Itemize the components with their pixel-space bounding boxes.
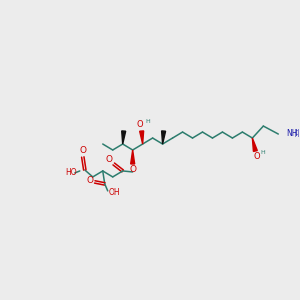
- Text: NH: NH: [286, 128, 298, 137]
- Text: O: O: [253, 152, 260, 161]
- Text: O: O: [79, 146, 86, 155]
- Text: O: O: [105, 155, 112, 164]
- Text: O: O: [136, 120, 143, 129]
- Text: OH: OH: [109, 188, 120, 197]
- Text: H: H: [295, 129, 299, 134]
- Text: H: H: [145, 118, 150, 124]
- Text: O: O: [86, 176, 93, 185]
- Polygon shape: [131, 150, 135, 164]
- Text: H: H: [260, 151, 265, 155]
- Text: HO: HO: [65, 168, 76, 177]
- Polygon shape: [140, 131, 144, 144]
- Text: H: H: [295, 133, 299, 138]
- Polygon shape: [252, 138, 257, 152]
- Text: O: O: [129, 166, 136, 175]
- Polygon shape: [122, 131, 126, 144]
- Polygon shape: [162, 131, 166, 144]
